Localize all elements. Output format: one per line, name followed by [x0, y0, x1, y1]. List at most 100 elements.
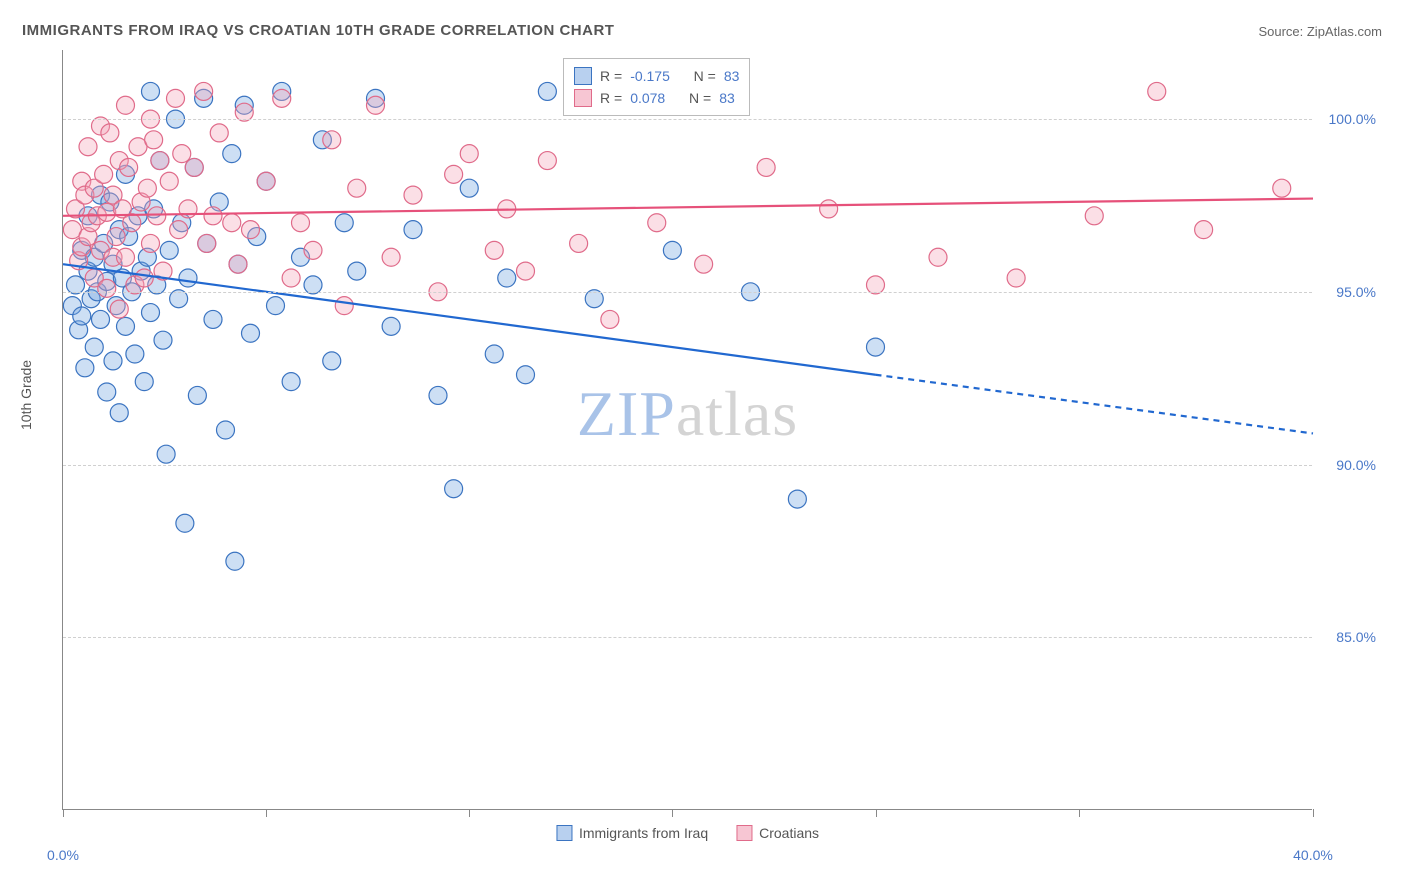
data-point — [445, 165, 463, 183]
data-point — [176, 514, 194, 532]
data-point — [160, 172, 178, 190]
data-point — [601, 310, 619, 328]
data-point — [126, 345, 144, 363]
trend-line — [63, 199, 1313, 216]
legend-row-iraq: R = -0.175 N = 83 — [574, 65, 739, 87]
trend-line-extrapolated — [876, 375, 1314, 434]
data-point — [98, 279, 116, 297]
data-point — [148, 207, 166, 225]
y-tick-label: 85.0% — [1336, 629, 1376, 645]
data-point — [1273, 179, 1291, 197]
data-point — [179, 269, 197, 287]
data-point — [170, 221, 188, 239]
data-point — [757, 158, 775, 176]
data-point — [117, 317, 135, 335]
data-point — [135, 373, 153, 391]
x-tick — [63, 809, 64, 817]
data-point — [117, 96, 135, 114]
data-point — [123, 214, 141, 232]
gridline — [63, 465, 1312, 466]
data-point — [485, 241, 503, 259]
gridline — [63, 292, 1312, 293]
legend-r-value-iraq: -0.175 — [630, 68, 670, 84]
data-point — [142, 234, 160, 252]
data-point — [367, 96, 385, 114]
legend-swatch-croatians — [574, 89, 592, 107]
data-point — [173, 145, 191, 163]
data-point — [929, 248, 947, 266]
x-tick — [469, 809, 470, 817]
y-tick-label: 95.0% — [1336, 284, 1376, 300]
data-point — [445, 480, 463, 498]
legend-item-croatians: Croatians — [736, 825, 819, 841]
legend-row-croatians: R = 0.078 N = 83 — [574, 87, 739, 109]
data-point — [382, 317, 400, 335]
data-point — [223, 145, 241, 163]
data-point — [76, 359, 94, 377]
data-point — [788, 490, 806, 508]
legend-n-label: N = — [694, 68, 716, 84]
legend-n-value-iraq: 83 — [724, 68, 740, 84]
series-legend: Immigrants from Iraq Croatians — [556, 825, 819, 841]
data-point — [98, 203, 116, 221]
legend-n-label: N = — [689, 90, 711, 106]
x-tick — [266, 809, 267, 817]
data-point — [117, 248, 135, 266]
legend-r-value-croatians: 0.078 — [630, 90, 665, 106]
data-point — [404, 186, 422, 204]
chart-title: IMMIGRANTS FROM IRAQ VS CROATIAN 10TH GR… — [22, 22, 614, 39]
data-point — [538, 82, 556, 100]
legend-label-iraq: Immigrants from Iraq — [579, 825, 708, 841]
legend-label-croatians: Croatians — [759, 825, 819, 841]
data-point — [304, 241, 322, 259]
data-point — [323, 352, 341, 370]
x-tick-label: 40.0% — [1293, 847, 1333, 863]
data-point — [154, 331, 172, 349]
data-point — [110, 404, 128, 422]
legend-swatch-icon — [736, 825, 752, 841]
data-point — [460, 179, 478, 197]
data-point — [242, 324, 260, 342]
data-point — [517, 262, 535, 280]
data-point — [663, 241, 681, 259]
data-point — [695, 255, 713, 273]
plot-area: ZIPatlas R = -0.175 N = 83 R = 0.078 N =… — [62, 50, 1312, 810]
legend-swatch-icon — [556, 825, 572, 841]
data-point — [282, 373, 300, 391]
data-point — [1007, 269, 1025, 287]
correlation-legend: R = -0.175 N = 83 R = 0.078 N = 83 — [563, 58, 750, 116]
data-point — [267, 297, 285, 315]
data-point — [223, 214, 241, 232]
data-point — [348, 262, 366, 280]
data-point — [273, 89, 291, 107]
legend-r-label: R = — [600, 68, 622, 84]
data-point — [217, 421, 235, 439]
data-point — [538, 152, 556, 170]
data-point — [85, 338, 103, 356]
data-point — [73, 307, 91, 325]
data-point — [485, 345, 503, 363]
data-point — [210, 124, 228, 142]
gridline — [63, 119, 1312, 120]
data-point — [648, 214, 666, 232]
y-axis-label: 10th Grade — [18, 360, 34, 430]
data-point — [1195, 221, 1213, 239]
data-point — [104, 352, 122, 370]
data-point — [160, 241, 178, 259]
x-tick-label: 0.0% — [47, 847, 79, 863]
data-point — [138, 179, 156, 197]
data-point — [404, 221, 422, 239]
data-point — [242, 221, 260, 239]
data-point — [145, 131, 163, 149]
data-point — [107, 228, 125, 246]
data-point — [517, 366, 535, 384]
data-point — [151, 152, 169, 170]
data-point — [157, 445, 175, 463]
data-point — [92, 310, 110, 328]
data-point — [142, 304, 160, 322]
data-point — [335, 214, 353, 232]
x-tick — [672, 809, 673, 817]
data-point — [195, 82, 213, 100]
data-point — [142, 82, 160, 100]
data-point — [110, 300, 128, 318]
